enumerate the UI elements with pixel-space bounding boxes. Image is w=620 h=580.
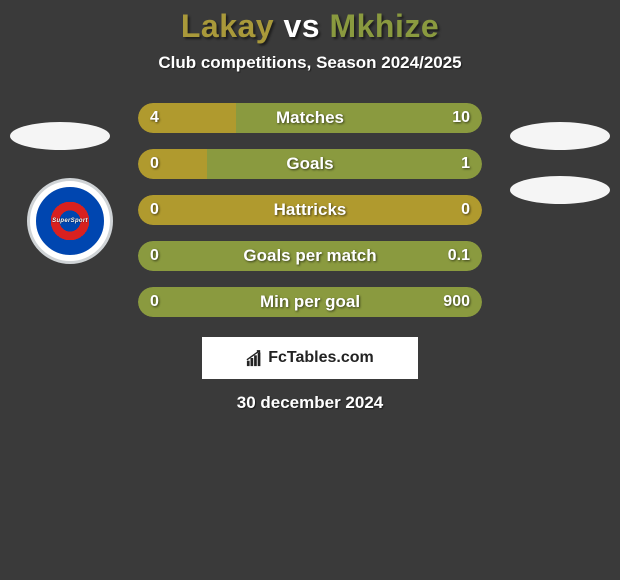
stat-value-left: 4 (150, 109, 159, 127)
stat-label: Goals per match (243, 246, 376, 266)
bar-left (138, 149, 207, 179)
stat-row-1: Goals 0 1 (138, 149, 482, 179)
stat-value-left: 0 (150, 155, 159, 173)
stat-row-4: Min per goal 0 900 (138, 287, 482, 317)
stat-label: Min per goal (260, 292, 360, 312)
player2-name: Mkhize (329, 8, 439, 44)
player1-name: Lakay (181, 8, 274, 44)
stat-label: Goals (286, 154, 333, 174)
stat-value-left: 0 (150, 201, 159, 219)
stat-value-right: 0.1 (448, 247, 470, 265)
stat-label: Hattricks (274, 200, 347, 220)
subtitle: Club competitions, Season 2024/2025 (0, 53, 620, 73)
stat-value-left: 0 (150, 293, 159, 311)
branding-text: FcTables.com (268, 349, 374, 367)
stat-label: Matches (276, 108, 344, 128)
branding-bar: FcTables.com (202, 337, 418, 379)
stat-row-3: Goals per match 0 0.1 (138, 241, 482, 271)
bar-right (207, 149, 482, 179)
stats-bars: Matches410Goals01Hattricks00Goals per ma… (0, 103, 620, 317)
stat-value-right: 10 (452, 109, 470, 127)
stat-value-right: 900 (443, 293, 470, 311)
stat-row-2: Hattricks 0 0 (138, 195, 482, 225)
bar-right (236, 103, 482, 133)
comparison-infographic: Lakay vs Mkhize Club competitions, Seaso… (0, 0, 620, 580)
vs-text: vs (283, 8, 320, 44)
stat-value-left: 0 (150, 247, 159, 265)
stat-value-right: 1 (461, 155, 470, 173)
stat-row-0: Matches 4 10 (138, 103, 482, 133)
fctables-icon (246, 349, 264, 367)
stat-value-right: 0 (461, 201, 470, 219)
date-text: 30 december 2024 (0, 393, 620, 413)
page-title: Lakay vs Mkhize (0, 8, 620, 45)
